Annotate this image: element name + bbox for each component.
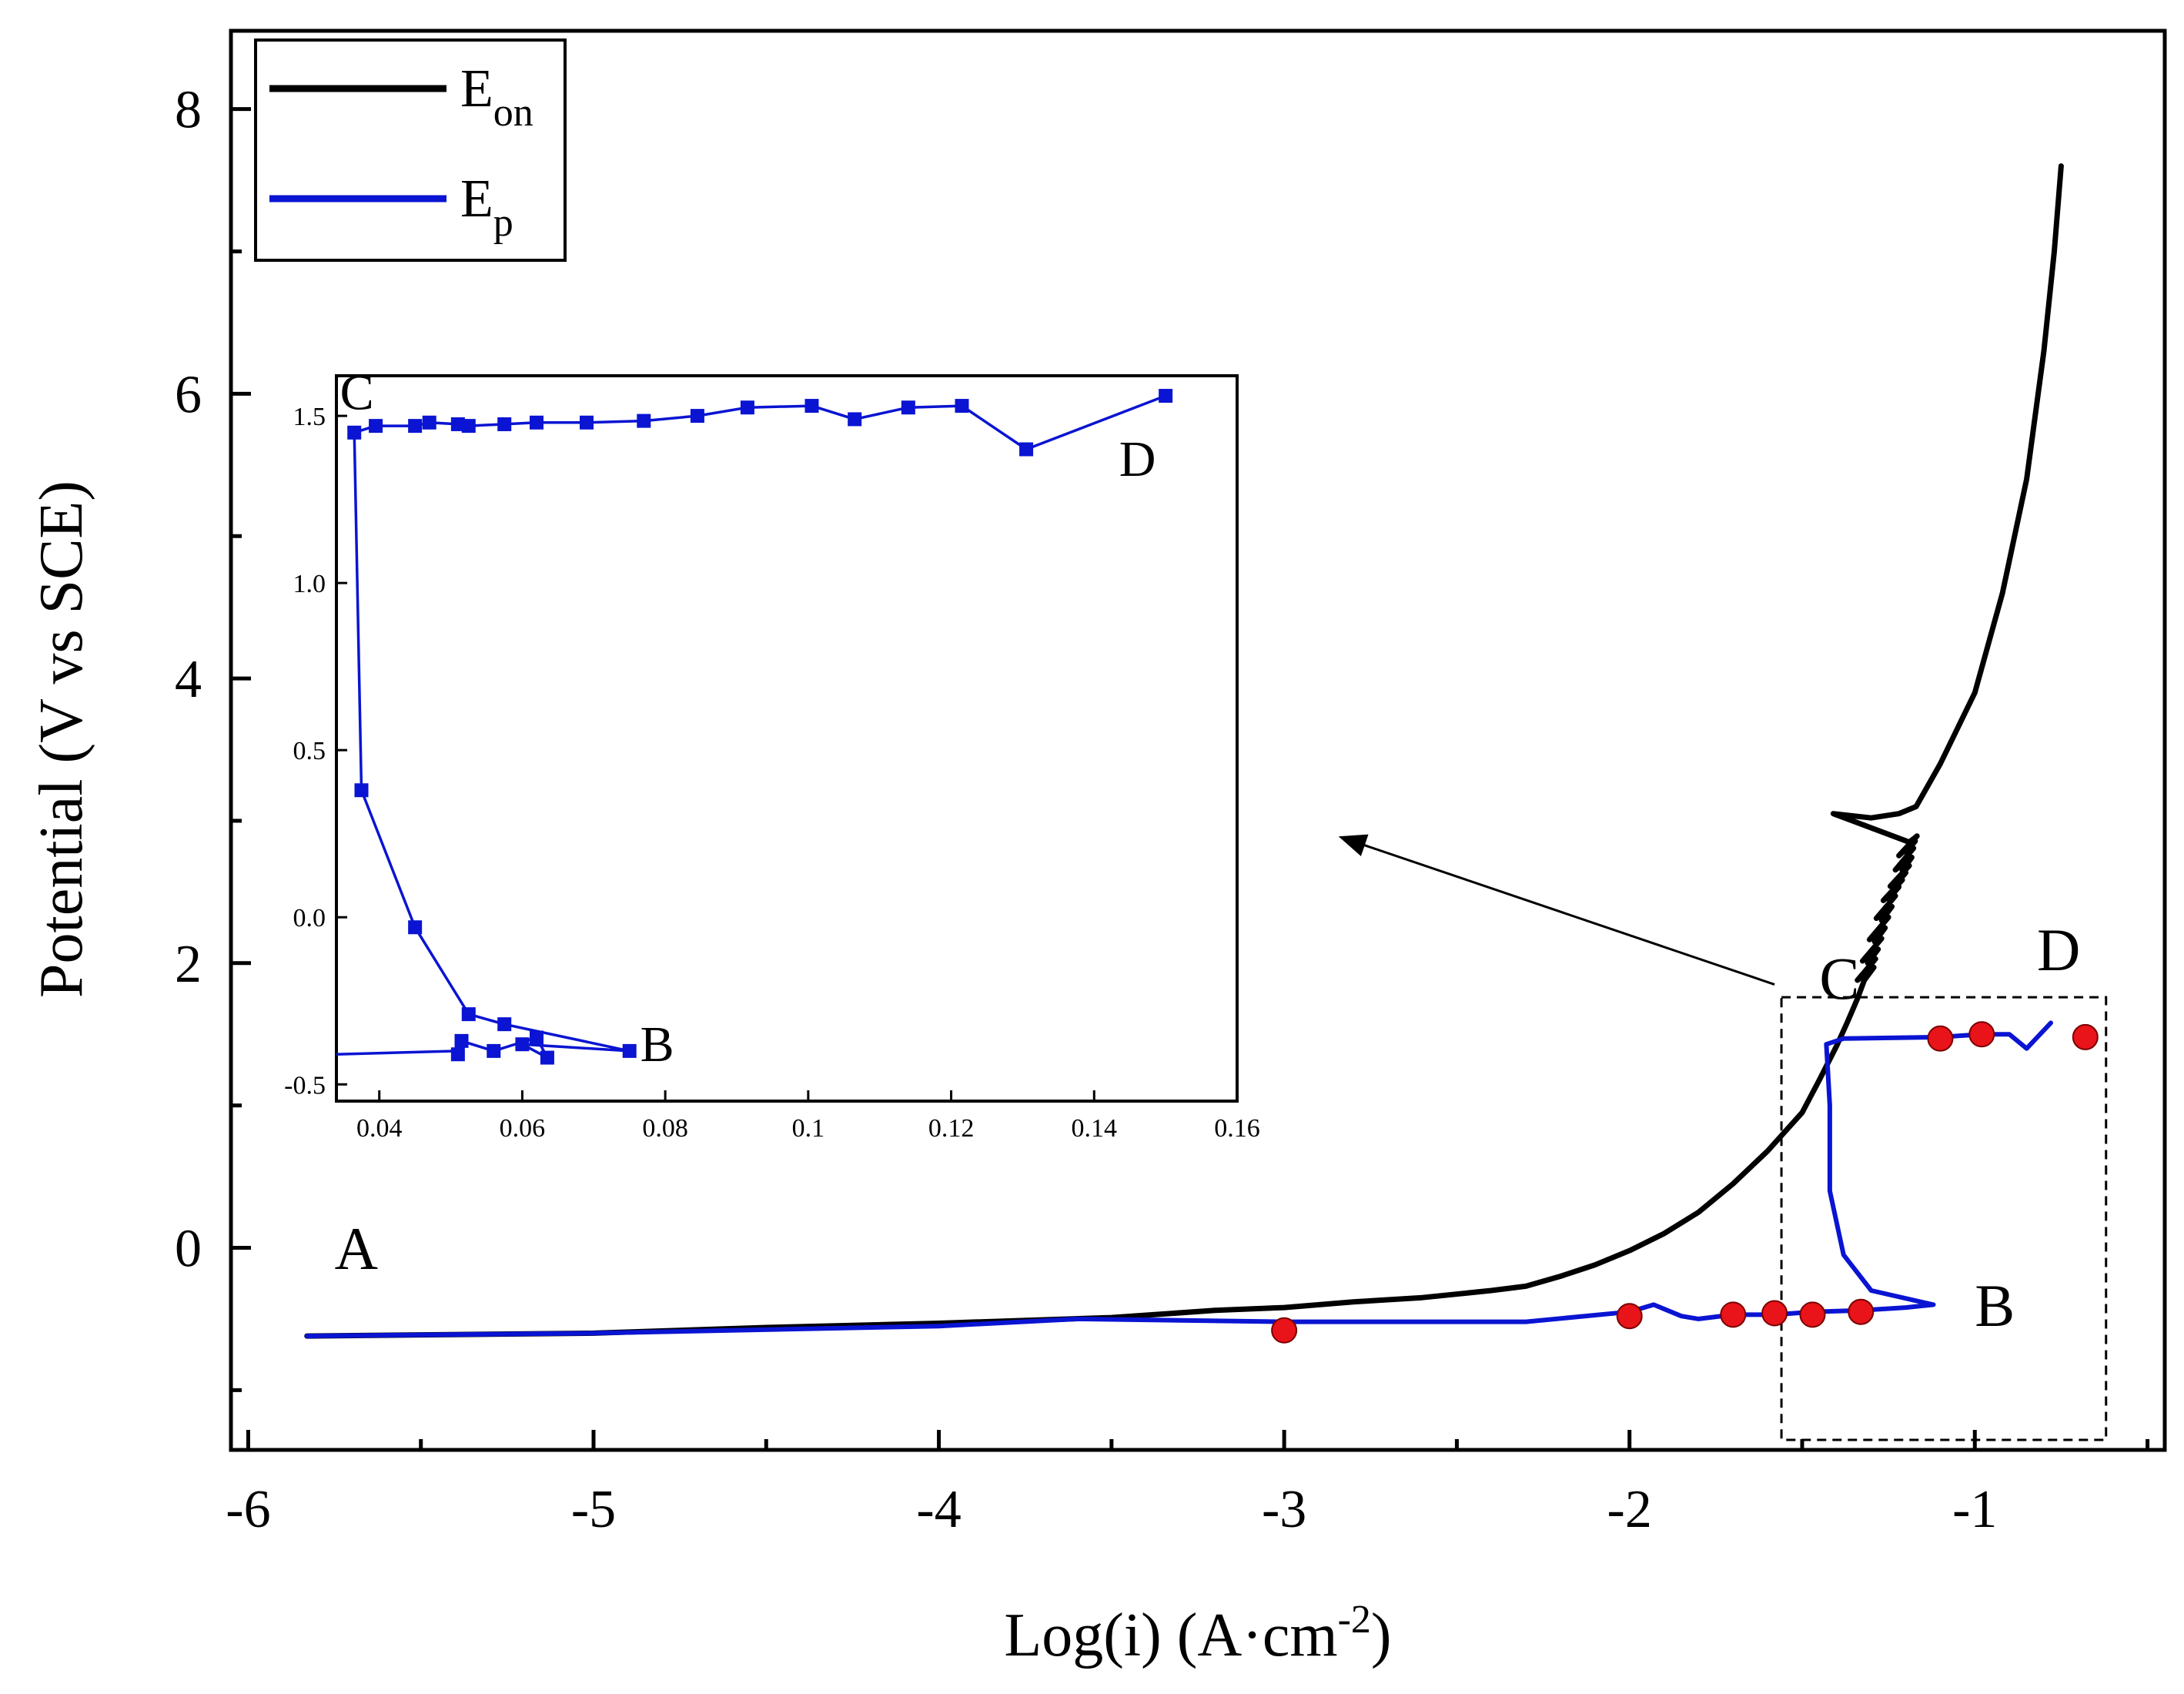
y-tick-label: 2 (175, 935, 202, 994)
inset-marker (740, 400, 754, 415)
zoom-box (1780, 996, 2108, 1441)
data-marker (1968, 1021, 1995, 1048)
inset-marker (955, 399, 969, 413)
data-marker (2072, 1023, 2099, 1050)
inset-marker (487, 1043, 501, 1058)
inset-marker (497, 417, 512, 431)
y-axis-label: Potential (V vs SCE) (28, 480, 95, 998)
inset-marker (804, 399, 819, 413)
legend-label-ep-base: E (460, 169, 493, 229)
plot-frame (229, 28, 2167, 1452)
inset-marker (454, 1033, 469, 1048)
inset-marker (450, 417, 465, 431)
legend-label-ep-sub: p (493, 201, 513, 245)
legend: Eon Ep (254, 38, 567, 262)
inset-x-tick-label: 0.16 (1214, 1114, 1260, 1143)
inset-x-tick-label: 0.1 (792, 1114, 825, 1143)
inset-marker (540, 1050, 554, 1065)
x-tick-label: -4 (916, 1480, 961, 1539)
data-marker (1761, 1300, 1788, 1327)
inset-marker (580, 415, 594, 430)
point-label-a: A (335, 1215, 378, 1282)
inset-lead-line (336, 1050, 458, 1056)
x-axis-ticks: -6 -5 -4 -3 -2 -1 (226, 1430, 2150, 1539)
inset-marker (408, 419, 423, 434)
y-tick-label: 6 (175, 365, 202, 424)
inset-pointer-arrow (1338, 834, 1775, 986)
data-marker (1616, 1303, 1643, 1330)
inset-marker (901, 400, 915, 415)
x-axis-label: Log(i) (A·cm-2) (1004, 1598, 1391, 1669)
point-label-b: B (1975, 1272, 2015, 1339)
inset-point-labels: C D B (340, 364, 1156, 1072)
inset-marker (369, 419, 383, 434)
inset-marker (347, 425, 362, 440)
x-axis-label-end: ) (1371, 1602, 1392, 1669)
inset-label-b: B (640, 1016, 674, 1073)
y-tick-label: 0 (175, 1220, 202, 1279)
inset-y-tick-label: 0.0 (293, 904, 326, 932)
series-line-e-on (304, 163, 2064, 1339)
data-marker (1927, 1025, 1954, 1052)
inset-marker (530, 415, 543, 430)
inset-marker (690, 409, 704, 424)
inset-marker (848, 412, 862, 427)
inset-marker (422, 415, 436, 430)
data-marker (1271, 1317, 1298, 1344)
data-marker (1848, 1298, 1875, 1325)
inset-marker (450, 1047, 465, 1062)
inset-x-tick-label: 0.04 (356, 1114, 403, 1143)
inset-y-tick-label: 0.5 (293, 737, 326, 765)
inset-y-tick-label: 1.5 (293, 403, 326, 431)
inset-marker (622, 1043, 637, 1058)
inset-y-tick-label: 1.0 (293, 570, 326, 598)
x-tick-label: -2 (1607, 1480, 1652, 1539)
inset-marker (461, 419, 476, 434)
point-label-d: D (2037, 916, 2080, 983)
inset-marker (408, 920, 423, 935)
data-marker (1799, 1301, 1826, 1328)
inset-marker (354, 783, 369, 798)
y-tick-label: 4 (175, 650, 202, 709)
inset-frame (335, 374, 1239, 1103)
y-tick-label: 8 (175, 81, 202, 140)
y-axis-ticks: 0 2 4 6 8 (175, 81, 251, 1392)
legend-label-eon-sub: on (493, 91, 533, 135)
inset-x-tick-label: 0.12 (928, 1114, 975, 1143)
inset-label-d: D (1119, 431, 1156, 487)
inset-marker (530, 1030, 543, 1045)
data-marker (1720, 1301, 1747, 1328)
annotation-layer: A B C D (335, 916, 2081, 1339)
inset-marker (637, 413, 651, 428)
inset-marker (1159, 389, 1173, 403)
inset-label-c: C (340, 364, 374, 420)
inset-marker (497, 1017, 512, 1032)
legend-label-eon: Eon (460, 59, 533, 135)
x-axis-label-main: Log(i) (A·cm (1004, 1602, 1337, 1669)
marker-layer (1271, 1021, 2099, 1344)
inset-ticks: 0.04 0.06 0.08 0.1 0.12 0.14 0.16 -0.5 0.0 0.5 1.0… (284, 403, 1260, 1143)
legend-label-eon-base: E (460, 59, 493, 119)
x-tick-label: -5 (571, 1480, 616, 1539)
legend-box (254, 38, 567, 262)
x-tick-label: -3 (1262, 1480, 1306, 1539)
point-label-c: C (1819, 945, 1859, 1012)
legend-label-ep: Ep (460, 169, 513, 245)
x-axis-label-sup: -2 (1338, 1598, 1371, 1642)
inset-series (336, 389, 1173, 1065)
x-tick-label: -6 (226, 1480, 270, 1539)
inset-x-tick-label: 0.14 (1072, 1114, 1118, 1143)
inset-marker (461, 1007, 476, 1022)
x-tick-label: -1 (1952, 1480, 1997, 1539)
inset-x-tick-label: 0.06 (500, 1114, 546, 1143)
zoom-box-layer (1780, 996, 2108, 1441)
inset-chart: 0.04 0.06 0.08 0.1 0.12 0.14 0.16 -0.5 0.0 0.5 1.0… (284, 364, 1260, 1143)
inset-marker (515, 1037, 530, 1052)
inset-y-tick-label: -0.5 (284, 1071, 326, 1100)
inset-marker (1019, 442, 1034, 457)
inset-x-tick-label: 0.08 (642, 1114, 688, 1143)
